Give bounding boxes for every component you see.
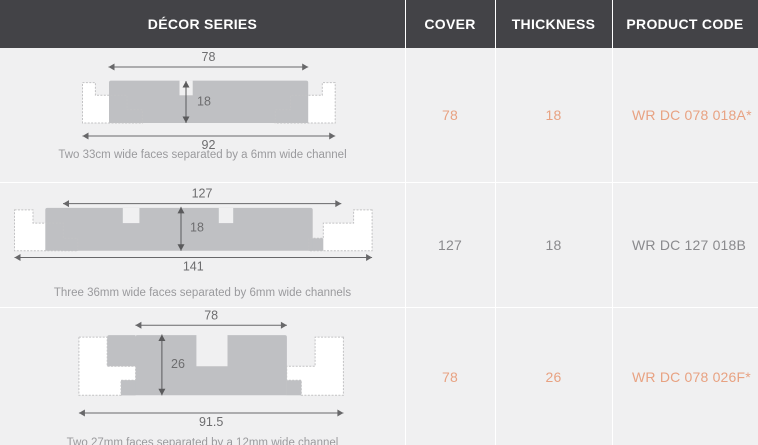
svg-text:18: 18: [190, 221, 204, 235]
svg-text:18: 18: [197, 95, 211, 109]
svg-text:141: 141: [183, 260, 204, 274]
svg-text:91.5: 91.5: [199, 415, 223, 429]
svg-text:78: 78: [204, 309, 218, 323]
svg-text:78: 78: [202, 50, 216, 64]
svg-text:26: 26: [171, 357, 185, 371]
svg-text:127: 127: [192, 187, 213, 201]
